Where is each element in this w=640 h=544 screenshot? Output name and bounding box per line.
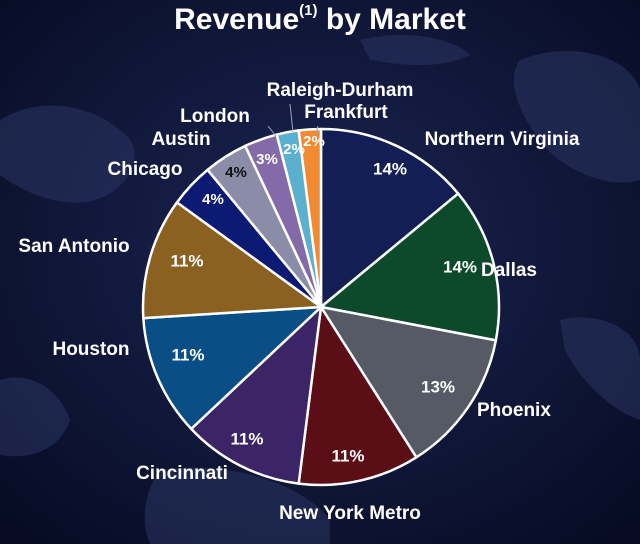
category-label: Phoenix [477, 400, 551, 421]
background-map [0, 35, 640, 544]
pie-slice [297, 127, 323, 309]
category-label: New York Metro [279, 503, 421, 524]
pie-slice [297, 305, 418, 487]
percent-label: 14% [443, 257, 477, 276]
percent-label: 13% [421, 377, 455, 396]
percent-label: 11% [171, 345, 204, 364]
pie-slice [319, 192, 501, 342]
pie-slice [142, 305, 323, 431]
category-label: Northern Virginia [425, 129, 580, 150]
percent-label: 3% [256, 151, 278, 168]
percent-label: 11% [331, 446, 364, 465]
chart-title: Revenue(1) by Market [0, 2, 640, 37]
title-text: Revenue [174, 3, 300, 36]
leader-line [267, 125, 277, 137]
percent-label: 2% [303, 133, 325, 150]
pie-slices [141, 127, 501, 487]
title-suffix: by Market [317, 3, 466, 36]
percent-label: 11% [230, 429, 263, 448]
category-label: London [180, 106, 250, 127]
pie-slice [141, 201, 323, 320]
category-label: Cincinnati [136, 463, 228, 484]
percent-label: 4% [225, 164, 247, 181]
percent-label: 14% [373, 159, 407, 178]
pie-slice [319, 127, 460, 309]
leader-line [289, 103, 294, 133]
pie-slice [319, 305, 498, 459]
percent-labels: 14% 14% 13% 11% 11% 11% 11% 4%4% 3% 2%2% [170, 133, 477, 466]
percent-label: 4% [202, 191, 224, 208]
category-label: Chicago [108, 159, 183, 180]
category-label: Frankfurt [304, 102, 388, 123]
percent-label: 11% [170, 251, 203, 270]
percent-label: 2% [283, 141, 305, 158]
category-label: Dallas [481, 260, 537, 281]
pie-slice [189, 305, 323, 485]
title-superscript: (1) [299, 2, 318, 19]
leader-line [315, 125, 319, 135]
category-labels: Northern Virginia Dallas Phoenix New York M… [18, 80, 579, 524]
category-label: Austin [151, 129, 210, 150]
category-label: Raleigh-Durham [267, 80, 414, 101]
category-label: San Antonio [18, 236, 129, 257]
category-label: Houston [52, 339, 129, 360]
